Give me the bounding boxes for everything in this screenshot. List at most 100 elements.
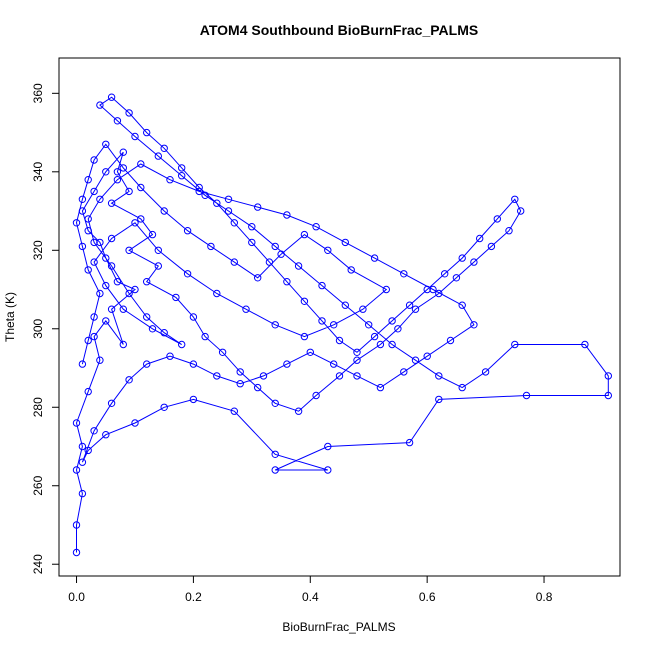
x-tick-label: 0.8 bbox=[536, 590, 553, 604]
data-point bbox=[335, 372, 344, 380]
data-point bbox=[84, 176, 92, 184]
data-point bbox=[224, 195, 233, 204]
data-point bbox=[102, 431, 110, 439]
data-point bbox=[458, 254, 466, 262]
data-point bbox=[148, 230, 157, 239]
data-point bbox=[487, 242, 496, 251]
data-point bbox=[90, 313, 98, 321]
data-point bbox=[218, 348, 227, 356]
data-point bbox=[201, 191, 209, 200]
data-point bbox=[160, 207, 168, 215]
data-point bbox=[72, 521, 81, 529]
y-tick-label: 240 bbox=[31, 554, 45, 574]
data-point bbox=[131, 285, 139, 294]
data-point bbox=[195, 183, 203, 192]
data-point bbox=[125, 109, 133, 117]
data-point bbox=[271, 466, 279, 474]
data-point bbox=[96, 195, 104, 204]
data-point bbox=[160, 329, 168, 337]
data-point bbox=[78, 195, 87, 204]
data-point bbox=[277, 250, 285, 258]
data-point bbox=[248, 238, 256, 247]
data-point bbox=[131, 219, 139, 227]
data-point bbox=[230, 219, 239, 227]
data-point bbox=[131, 419, 139, 427]
data-point bbox=[90, 187, 98, 196]
data-point bbox=[107, 234, 116, 243]
data-point bbox=[102, 254, 110, 262]
data-point bbox=[517, 207, 525, 215]
data-point bbox=[330, 360, 338, 368]
data-point bbox=[178, 172, 186, 180]
x-tick-label: 0.4 bbox=[302, 590, 319, 604]
data-point bbox=[102, 317, 110, 325]
data-point bbox=[96, 238, 104, 247]
data-marks bbox=[72, 93, 612, 557]
data-point bbox=[522, 391, 531, 400]
data-point bbox=[84, 227, 92, 235]
data-point bbox=[154, 262, 163, 270]
data-point bbox=[102, 168, 110, 176]
x-axis-label: BioBurnFrac_PALMS bbox=[282, 620, 395, 634]
data-point bbox=[411, 356, 420, 364]
data-point bbox=[300, 230, 309, 239]
data-point bbox=[137, 215, 145, 223]
data-point bbox=[254, 383, 262, 392]
data-point bbox=[178, 164, 186, 172]
data-point bbox=[400, 270, 408, 278]
data-point bbox=[102, 281, 110, 290]
data-point bbox=[283, 211, 291, 219]
y-tick-label: 340 bbox=[31, 161, 45, 181]
y-tick-label: 360 bbox=[31, 83, 45, 103]
data-point bbox=[160, 144, 168, 153]
data-point bbox=[137, 160, 145, 168]
data-point bbox=[107, 305, 116, 313]
data-point bbox=[143, 360, 151, 368]
data-point bbox=[376, 340, 385, 349]
data-point bbox=[84, 215, 92, 223]
data-point bbox=[452, 274, 461, 282]
x-tick-label: 0.2 bbox=[185, 590, 202, 604]
data-point bbox=[254, 274, 262, 282]
data-point bbox=[201, 332, 209, 341]
data-point bbox=[294, 407, 303, 415]
data-point bbox=[429, 285, 437, 294]
data-point bbox=[283, 360, 291, 368]
data-point bbox=[423, 285, 431, 294]
data-point bbox=[166, 352, 174, 360]
data-point bbox=[90, 258, 98, 266]
data-point bbox=[236, 368, 244, 376]
data-point bbox=[107, 262, 116, 270]
data-point bbox=[324, 466, 332, 474]
data-point bbox=[84, 266, 92, 274]
data-point bbox=[441, 270, 449, 278]
data-point bbox=[72, 219, 81, 227]
data-point bbox=[405, 438, 414, 447]
data-point bbox=[78, 360, 87, 368]
data-point bbox=[230, 407, 239, 415]
data-point bbox=[604, 391, 612, 400]
data-point bbox=[125, 289, 133, 298]
data-point bbox=[125, 187, 133, 196]
data-point bbox=[207, 242, 215, 251]
data-point bbox=[470, 258, 478, 266]
data-point bbox=[107, 93, 116, 101]
data-point bbox=[376, 383, 385, 392]
data-point bbox=[283, 278, 291, 286]
data-point bbox=[213, 289, 221, 298]
data-point bbox=[143, 278, 151, 286]
data-point bbox=[96, 289, 104, 298]
data-point bbox=[353, 356, 361, 364]
data-point bbox=[581, 340, 589, 349]
data-point bbox=[388, 317, 396, 325]
data-point bbox=[476, 234, 484, 243]
data-point bbox=[72, 419, 81, 427]
data-point bbox=[435, 372, 443, 380]
data-point bbox=[481, 368, 490, 376]
data-point bbox=[125, 376, 133, 384]
x-tick-label: 0.6 bbox=[419, 590, 436, 604]
data-point bbox=[294, 262, 303, 270]
data-point bbox=[324, 442, 332, 451]
data-point bbox=[254, 203, 262, 211]
y-axis-label: Theta (K) bbox=[3, 292, 17, 342]
